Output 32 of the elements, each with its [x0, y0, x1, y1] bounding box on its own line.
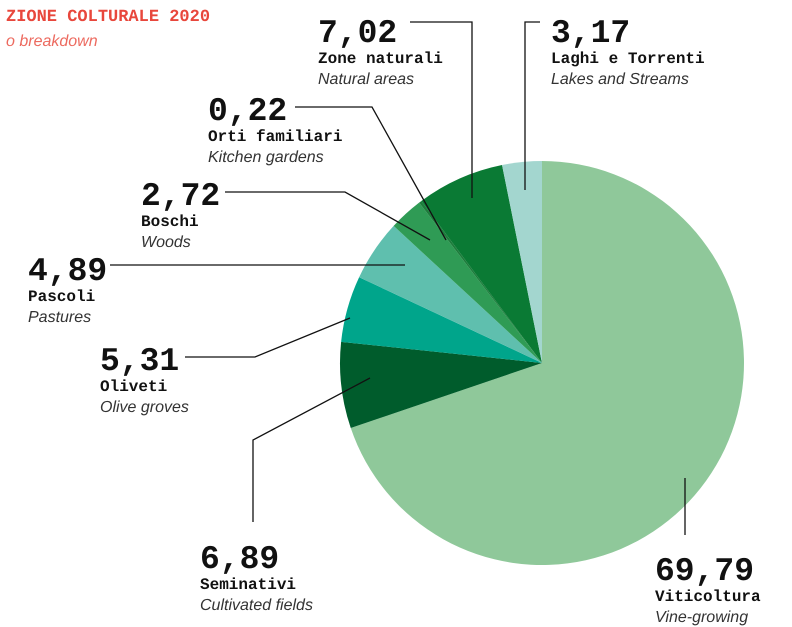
data-label: 5,31 — [100, 343, 180, 380]
chart-title: ZIONE COLTURALE 2020 — [6, 8, 210, 27]
data-label: 4,89 — [28, 253, 108, 290]
pie-slice — [341, 277, 542, 363]
text: Kitchen gardens — [208, 149, 324, 166]
text: Cultivated fields — [200, 597, 313, 614]
text: Natural areas — [318, 71, 414, 88]
slice-label: Boschi — [141, 213, 199, 231]
data-label: 3,17 — [551, 15, 630, 52]
data-label: 69,79 — [655, 553, 754, 590]
text: Woods — [141, 234, 191, 251]
pie-slice — [421, 164, 542, 363]
data-label: 0,22 — [208, 93, 288, 130]
data-label: 6,89 — [200, 541, 280, 578]
slice-label: Oliveti — [100, 378, 168, 396]
slice-label: Pascoli — [28, 288, 96, 306]
pie-slice — [340, 342, 542, 428]
slice-label: Zone naturali — [318, 50, 443, 68]
text: Vine-growing — [655, 609, 748, 626]
slice-label: Laghi e Torrenti — [551, 50, 705, 68]
pie-slice — [394, 202, 542, 363]
slice-label: Seminativi — [200, 576, 296, 594]
text: Lakes and Streams — [551, 71, 689, 88]
data-label: 2,72 — [141, 178, 220, 215]
slice-label: Viticoltura — [655, 588, 762, 606]
data-label: 7,02 — [318, 15, 398, 52]
text: o breakdown — [6, 33, 98, 51]
text: Pastures — [28, 309, 92, 326]
slice-label: Orti familiari — [208, 128, 342, 146]
pie-slice — [502, 161, 542, 363]
pie-slice — [359, 226, 542, 363]
text: Olive groves — [100, 399, 189, 416]
